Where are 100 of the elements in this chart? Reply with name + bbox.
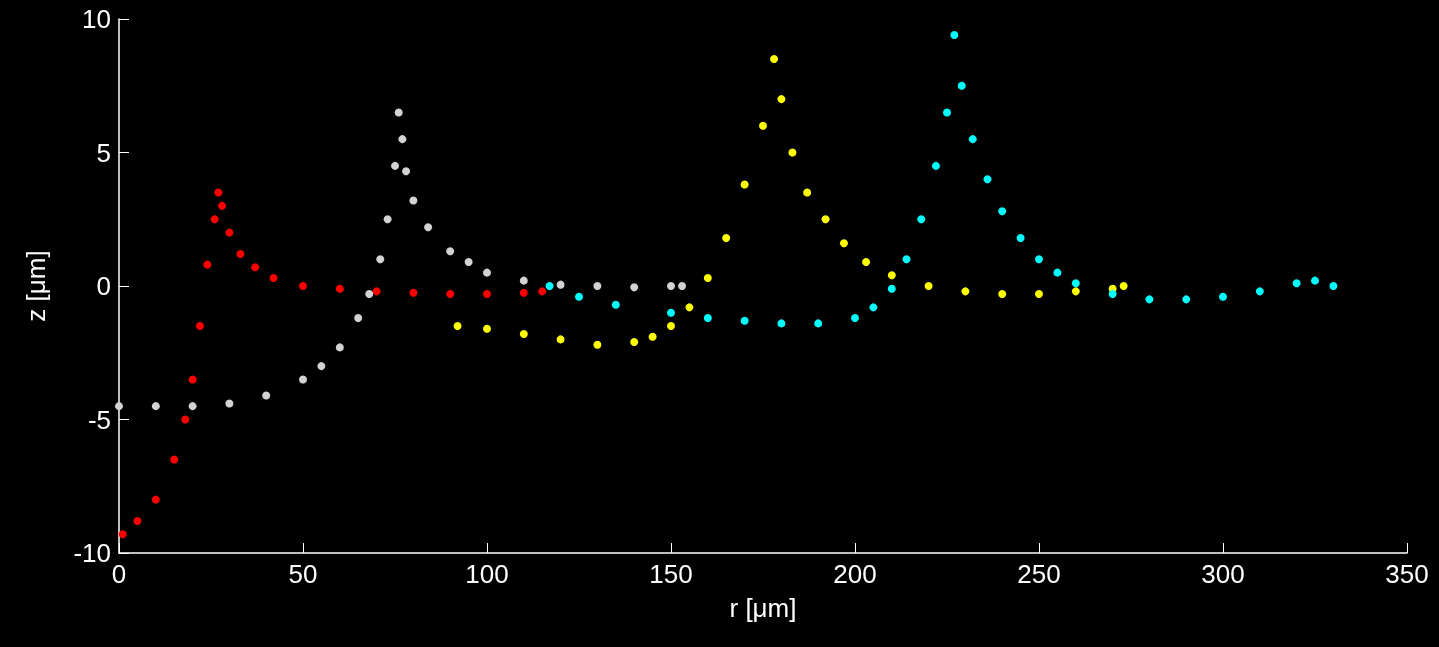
point [917,215,926,224]
point [225,399,234,408]
point [821,215,830,224]
point [630,283,639,292]
point [317,362,326,371]
point [556,335,565,344]
point [218,201,227,210]
y-tick-label: -10 [73,538,111,568]
point [1255,287,1264,296]
point [1219,292,1227,301]
point [210,215,219,224]
point [983,175,992,184]
point [446,290,455,299]
point [409,196,418,205]
point [391,161,399,170]
point [262,391,271,400]
point [803,188,812,197]
point [1292,279,1301,288]
point [678,282,687,290]
point [851,314,859,323]
point [667,308,675,317]
y-axis-title: z [μm] [21,250,51,322]
point [299,282,307,290]
point [770,55,779,64]
point [740,316,749,325]
point [575,292,583,301]
point [902,255,911,264]
point [961,287,970,296]
point [483,324,491,333]
point [998,290,1007,299]
point [685,303,694,312]
point [943,108,951,117]
point [188,402,197,411]
point [1119,282,1128,290]
x-tick-label: 200 [833,559,877,589]
point [1016,233,1025,242]
point [483,290,491,299]
point [862,257,871,266]
point [931,161,940,170]
point [181,415,190,424]
point [151,495,160,504]
x-tick-label: 100 [465,559,509,589]
point [968,135,977,144]
point [225,228,234,237]
point [372,287,381,296]
point [1071,279,1080,288]
point [335,343,344,352]
point [409,288,418,297]
point [788,148,797,157]
point [648,332,657,341]
point [1311,276,1319,285]
point [519,276,528,285]
point [611,300,620,309]
point [214,188,223,197]
x-tick-label: 300 [1201,559,1245,589]
point [887,271,896,280]
point [133,516,142,525]
point [630,338,639,347]
point [950,31,959,40]
point [335,284,344,293]
point [236,249,245,258]
y-tick-label: -5 [87,404,111,435]
point [887,284,896,293]
x-tick-label: 150 [649,559,693,589]
point [299,375,307,384]
point [1145,295,1154,304]
x-tick-label: 250 [1017,559,1061,589]
point [740,180,749,189]
point [957,81,966,90]
point [394,108,403,117]
point [869,303,878,312]
point [703,314,712,323]
point [151,402,160,411]
y-tick-label: 0 [96,271,111,301]
point [203,260,212,269]
point [814,319,823,328]
point [839,239,848,248]
point [777,95,786,104]
point [593,340,602,349]
point [402,167,411,176]
point [170,455,179,464]
point [1071,287,1080,296]
point [1108,290,1117,299]
point [365,290,374,299]
point [998,207,1007,216]
point [759,121,767,130]
point [545,282,554,290]
point [269,273,278,282]
point [703,273,712,282]
point [1035,290,1043,299]
point [519,288,528,297]
y-tick-label: 10 [82,4,111,34]
point [722,233,731,242]
x-tick-label: 50 [288,559,318,589]
point [118,530,127,539]
point [667,282,675,290]
point [1329,282,1338,290]
point [188,375,197,384]
point [383,215,392,224]
point [424,223,433,232]
